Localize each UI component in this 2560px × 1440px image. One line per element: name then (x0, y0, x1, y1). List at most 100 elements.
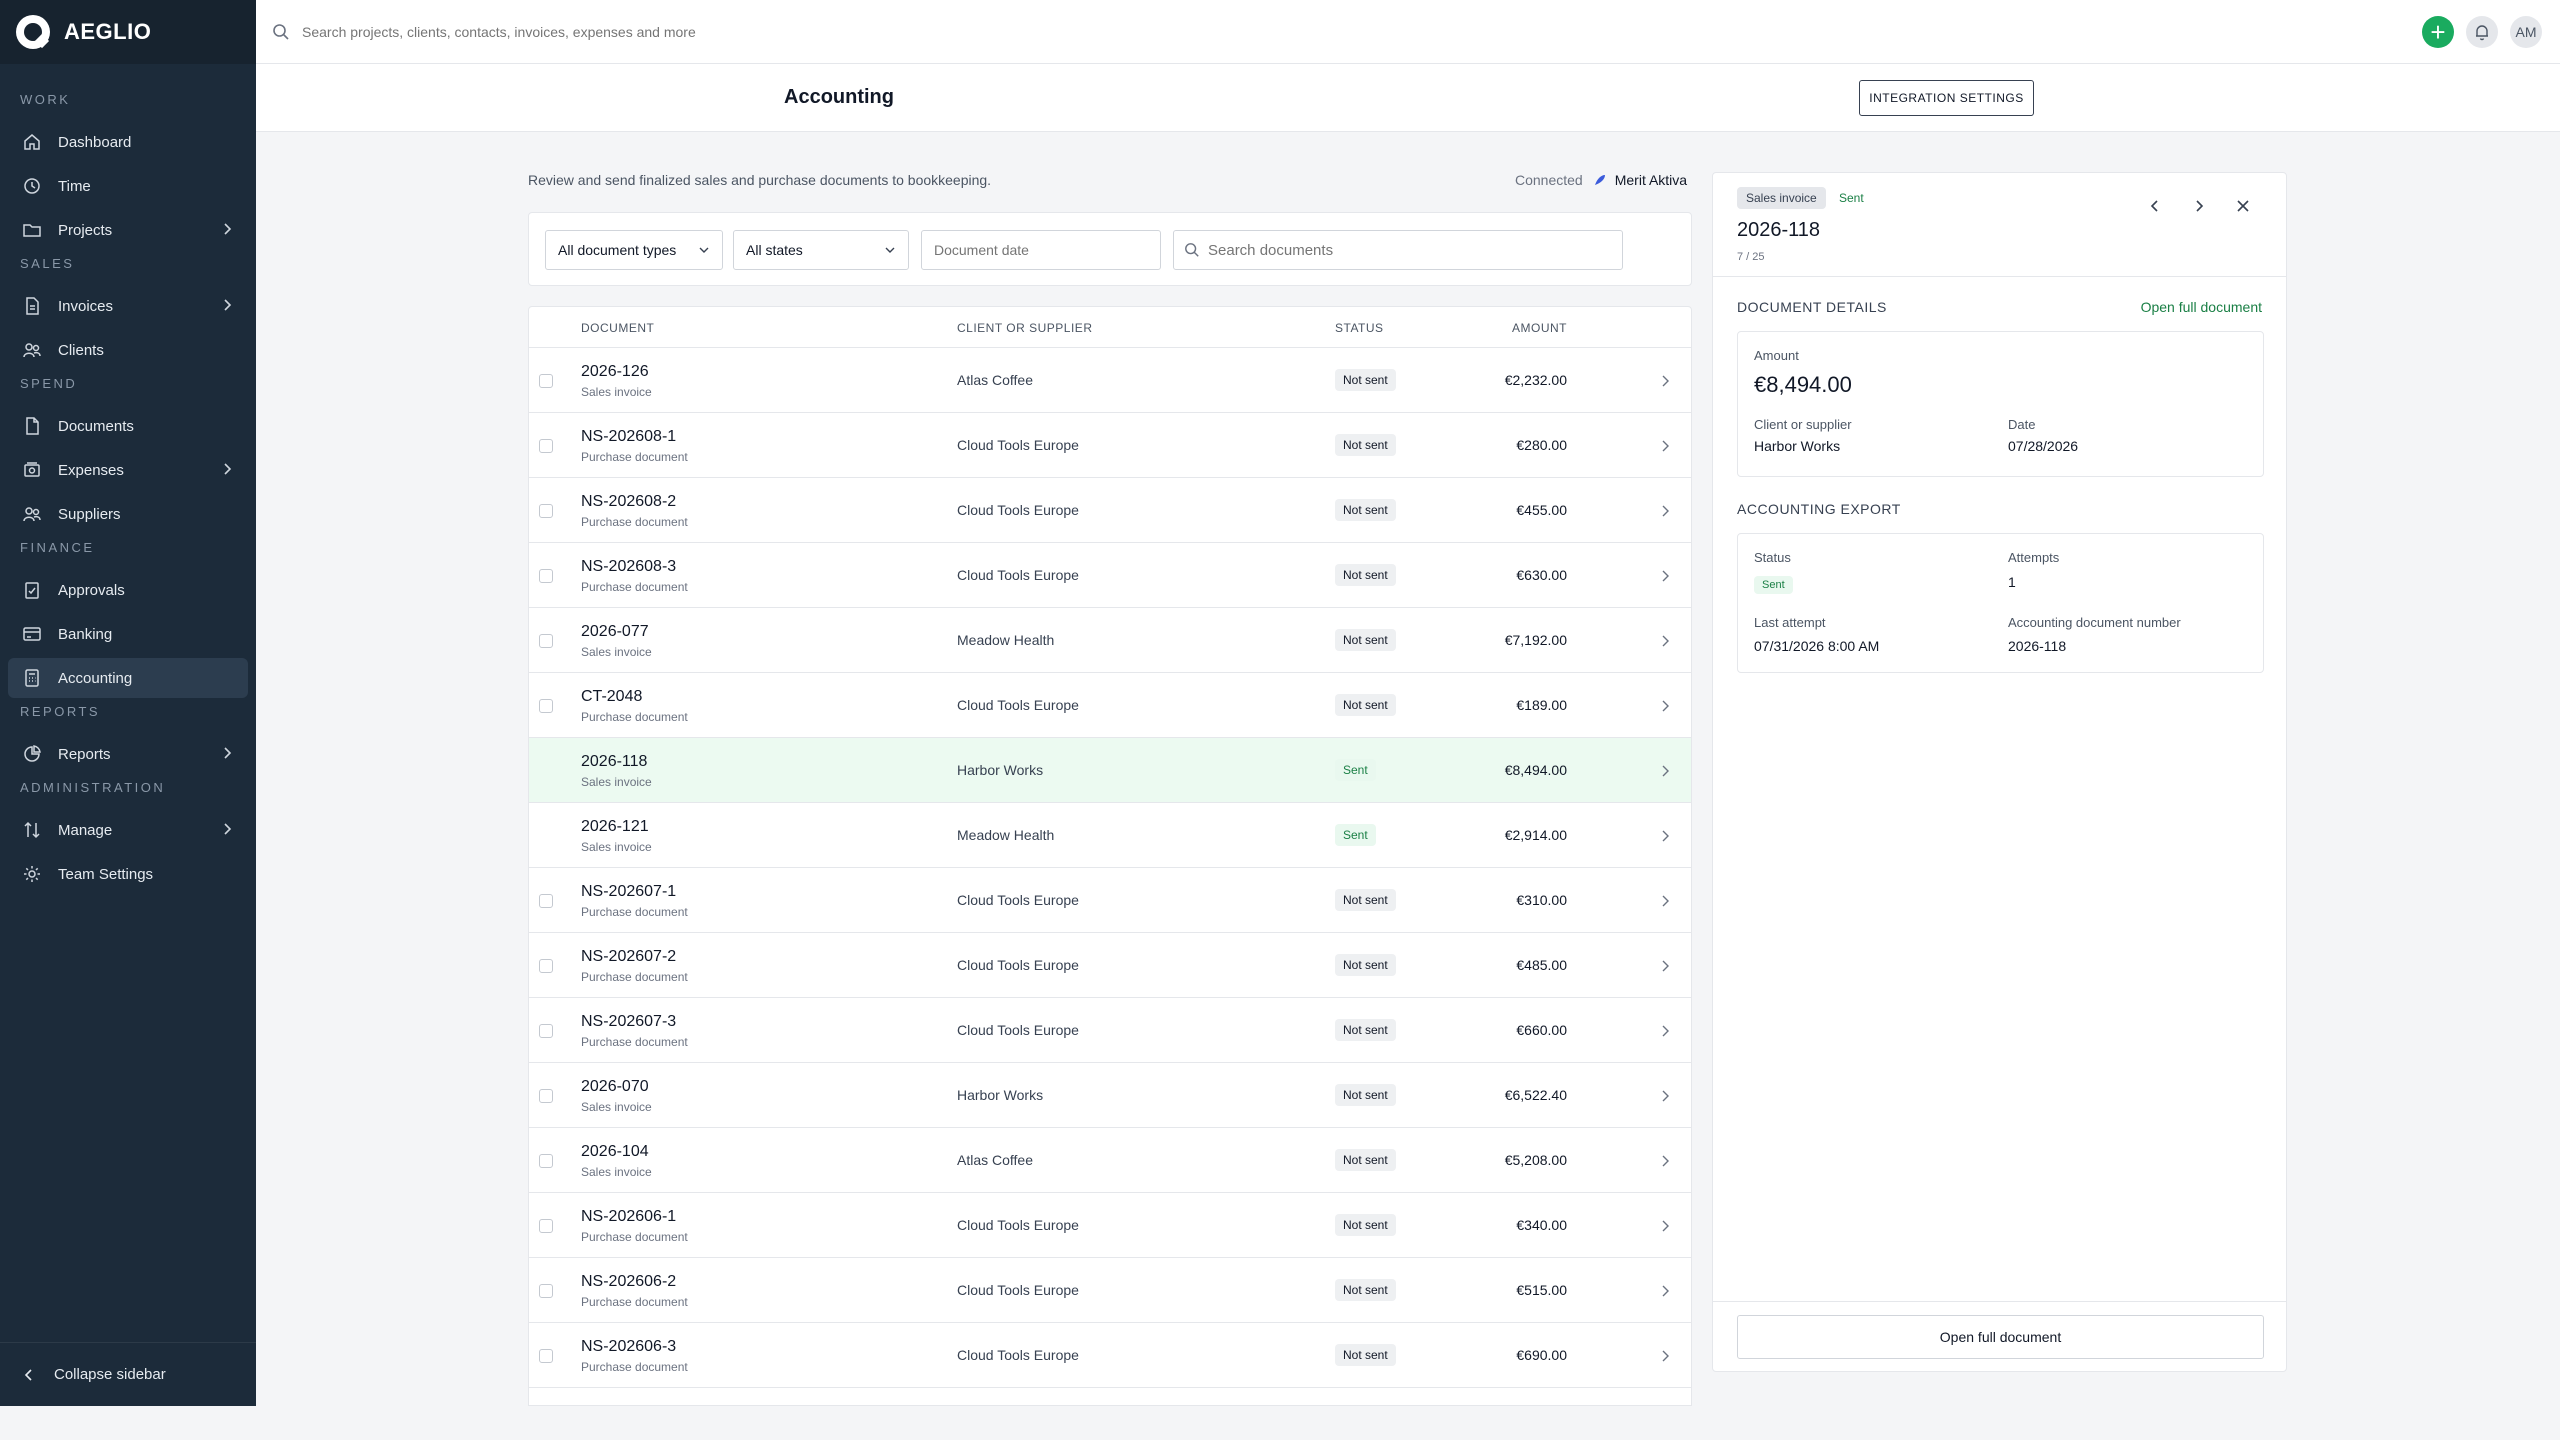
chevron-down-icon (699, 247, 709, 253)
sidebar-item-approvals[interactable]: Approvals (8, 570, 248, 610)
sidebar-item-clients[interactable]: Clients (8, 330, 248, 370)
chevron-right-icon[interactable] (1659, 894, 1671, 908)
home-icon (22, 132, 42, 152)
table-body: 2026-126 Sales invoice Atlas Coffee Not sen… (529, 348, 1691, 1388)
global-search-input[interactable] (302, 23, 1102, 40)
table-row[interactable]: 2026-118 Sales invoice Harbor Works Sent €8,… (529, 738, 1691, 803)
row-checkbox[interactable] (539, 1154, 553, 1168)
sidebar-item-accounting[interactable]: Accounting (8, 658, 248, 698)
chevron-right-icon[interactable] (1659, 1349, 1671, 1363)
sidebar-item-banking[interactable]: Banking (8, 614, 248, 654)
table-row[interactable]: NS-202607-1 Purchase document Cloud Tools … (529, 868, 1691, 933)
row-checkbox[interactable] (539, 569, 553, 583)
table-row[interactable]: NS-202608-1 Purchase document Cloud Tools … (529, 413, 1691, 478)
table-row[interactable]: NS-202607-3 Purchase document Cloud Tools … (529, 998, 1691, 1063)
table-row[interactable]: NS-202607-2 Purchase document Cloud Tools … (529, 933, 1691, 998)
table-row[interactable]: CT-2048 Purchase document Cloud Tools Euro… (529, 673, 1691, 738)
status-badge: Not sent (1335, 1019, 1396, 1041)
document-type: Purchase document (581, 1230, 688, 1244)
brand[interactable]: AEGLIO (0, 0, 256, 64)
state-select[interactable]: All states (733, 230, 909, 270)
notifications-button[interactable] (2466, 16, 2498, 48)
sidebar-item-label: Expenses (58, 461, 124, 479)
chevron-right-icon[interactable] (1659, 764, 1671, 778)
document-number: NS-202608-1 (581, 428, 677, 445)
table-row[interactable]: 2026-121 Sales invoice Meadow Health Sent €2… (529, 803, 1691, 868)
sidebar-item-label: Accounting (58, 669, 133, 687)
folder-icon (22, 220, 42, 240)
document-date-input[interactable] (921, 230, 1161, 270)
client-label: Client or supplier (1754, 417, 1852, 432)
chevron-right-icon[interactable] (1659, 959, 1671, 973)
document-detail-panel: Sales invoice Sent 2026-118 7 / 25 DOCUM… (1712, 172, 2287, 1372)
sidebar-item-time[interactable]: Time (8, 166, 248, 206)
document-search-input[interactable] (1208, 241, 1588, 259)
sidebar-item-suppliers[interactable]: Suppliers (8, 494, 248, 534)
integration-settings-button[interactable]: INTEGRATION SETTINGS (1859, 80, 2034, 116)
row-checkbox[interactable] (539, 1024, 553, 1038)
close-panel-button[interactable] (2234, 197, 2252, 215)
column-document[interactable]: DOCUMENT (581, 321, 655, 335)
table-row[interactable]: 2026-104 Sales invoice Atlas Coffee Not sen… (529, 1128, 1691, 1193)
last-attempt-label: Last attempt (1754, 615, 1826, 630)
chevron-right-icon[interactable] (1659, 1284, 1671, 1298)
table-row[interactable]: NS-202606-1 Purchase document Cloud Tools … (529, 1193, 1691, 1258)
chevron-right-icon[interactable] (1659, 439, 1671, 453)
chevron-right-icon[interactable] (1659, 634, 1671, 648)
chevron-right-icon[interactable] (1659, 1024, 1671, 1038)
amount: €8,494.00 (1504, 762, 1567, 778)
sidebar-item-expenses[interactable]: Expenses (8, 450, 248, 490)
chevron-right-icon[interactable] (1659, 374, 1671, 388)
document-search[interactable] (1173, 230, 1623, 270)
row-checkbox[interactable] (539, 1219, 553, 1233)
open-full-document-button[interactable]: Open full document (1737, 1315, 2264, 1359)
previous-document-button[interactable] (2146, 197, 2164, 215)
table-row[interactable]: NS-202608-2 Purchase document Cloud Tools … (529, 478, 1691, 543)
chevron-right-icon[interactable] (1659, 829, 1671, 843)
document-type-select[interactable]: All document types (545, 230, 723, 270)
chevron-right-icon[interactable] (1659, 1154, 1671, 1168)
table-row[interactable]: 2026-070 Sales invoice Harbor Works Not sen… (529, 1063, 1691, 1128)
table-row[interactable]: NS-202606-2 Purchase document Cloud Tools … (529, 1258, 1691, 1323)
chevron-right-icon[interactable] (1659, 569, 1671, 583)
status-badge: Sent (1335, 824, 1376, 846)
sidebar-item-label: Suppliers (58, 505, 121, 523)
chevron-right-icon[interactable] (1659, 1089, 1671, 1103)
row-checkbox[interactable] (539, 374, 553, 388)
row-checkbox[interactable] (539, 634, 553, 648)
open-full-document-link[interactable]: Open full document (2140, 299, 2262, 315)
row-checkbox[interactable] (539, 894, 553, 908)
sidebar-item-dashboard[interactable]: Dashboard (8, 122, 248, 162)
sidebar-item-projects[interactable]: Projects (8, 210, 248, 250)
sidebar-item-invoices[interactable]: Invoices (8, 286, 248, 326)
chevron-right-icon[interactable] (1659, 504, 1671, 518)
row-checkbox[interactable] (539, 959, 553, 973)
add-button[interactable]: + (2422, 16, 2454, 48)
row-checkbox[interactable] (539, 439, 553, 453)
nav-section-label: REPORTS (20, 704, 101, 719)
sidebar-item-manage[interactable]: Manage (8, 810, 248, 850)
sidebar-item-team-settings[interactable]: Team Settings (8, 854, 248, 894)
table-row[interactable]: NS-202608-3 Purchase document Cloud Tools … (529, 543, 1691, 608)
page-header: Accounting INTEGRATION SETTINGS (256, 64, 2560, 132)
table-row[interactable]: 2026-077 Sales invoice Meadow Health Not se… (529, 608, 1691, 673)
column-client[interactable]: CLIENT OR SUPPLIER (957, 321, 1093, 335)
chevron-right-icon[interactable] (1659, 1219, 1671, 1233)
row-checkbox[interactable] (539, 1349, 553, 1363)
row-checkbox[interactable] (539, 1089, 553, 1103)
document-type: Purchase document (581, 1035, 688, 1049)
avatar[interactable]: AM (2510, 16, 2542, 48)
table-row[interactable]: NS-202606-3 Purchase document Cloud Tools … (529, 1323, 1691, 1388)
column-status[interactable]: STATUS (1335, 321, 1384, 335)
chevron-right-icon[interactable] (1659, 699, 1671, 713)
sidebar-item-reports[interactable]: Reports (8, 734, 248, 774)
collapse-sidebar-button[interactable]: Collapse sidebar (0, 1342, 256, 1406)
row-checkbox[interactable] (539, 504, 553, 518)
row-checkbox[interactable] (539, 699, 553, 713)
amount: €310.00 (1516, 892, 1567, 908)
row-checkbox[interactable] (539, 1284, 553, 1298)
sidebar-item-documents[interactable]: Documents (8, 406, 248, 446)
column-amount[interactable]: AMOUNT (1512, 321, 1567, 335)
table-row[interactable]: 2026-126 Sales invoice Atlas Coffee Not sen… (529, 348, 1691, 413)
next-document-button[interactable] (2190, 197, 2208, 215)
